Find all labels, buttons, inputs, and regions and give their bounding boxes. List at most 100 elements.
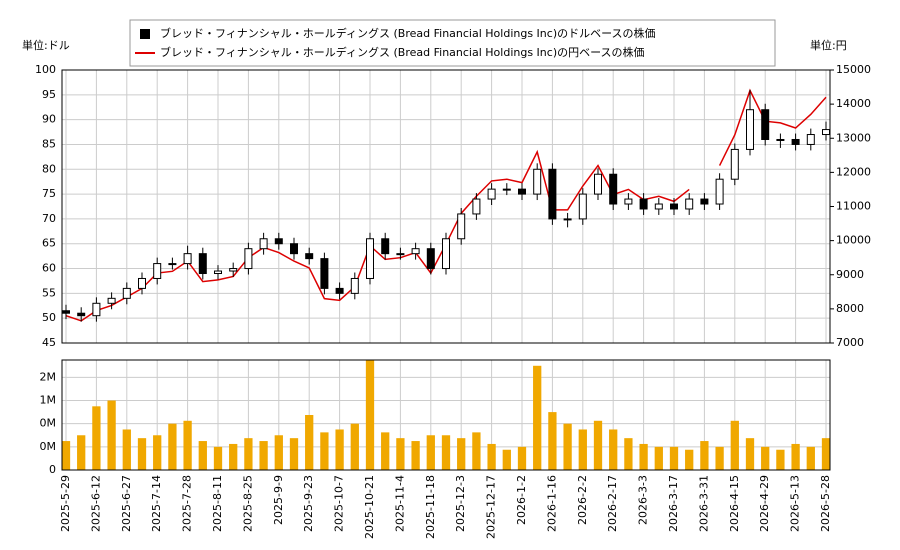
candle-body [700,198,709,205]
candle-body [624,198,633,205]
candle-body [472,198,481,215]
volume-bar [229,443,238,470]
volume-bar [259,441,268,470]
x-tick-label: 2026-2-2 [576,475,589,525]
volume-bar [700,441,709,470]
candle-body [426,248,435,270]
candle-body [259,238,268,250]
volume-bar [685,449,694,470]
y-tick-label: 80 [42,162,56,175]
y-tick-label: 60 [42,262,56,275]
x-tick-label: 2026-1-2 [515,475,528,525]
volume-tick-label: 0M [40,417,57,430]
y-tick-label: 65 [42,237,56,250]
volume-bar [517,446,527,470]
y2-tick-label: 12000 [836,165,871,178]
candle-body [77,312,86,317]
candle-body [168,263,177,266]
candle-body [533,168,542,195]
y2-tick-label: 8000 [836,302,864,315]
candle-body [776,138,785,141]
volume-bar [335,429,344,470]
candle-body [290,243,298,255]
x-tick-label: 2026-4-15 [728,475,741,532]
y2-tick-label: 14000 [836,97,871,110]
volume-bar [61,441,71,470]
volume-bar [730,420,739,470]
volume-tick-label: 1M [40,394,57,407]
yen-line [65,149,690,322]
volume-bar [396,438,405,470]
x-tick-label: 2025-8-25 [241,475,254,532]
x-tick-label: 2025-9-9 [272,475,285,525]
volume-bar [472,432,481,470]
x-tick-label: 2025-10-7 [333,475,346,532]
candle-body [685,198,694,210]
x-tick-label: 2026-3-31 [697,475,710,532]
volume-bar [639,443,648,470]
volume-bar [274,435,283,470]
y-tick-label: 95 [42,88,56,101]
candle-body [198,253,207,275]
candle-body [335,287,344,294]
volume-bar [107,400,116,470]
y-tick-label: 75 [42,187,56,200]
candle-body [214,270,222,275]
x-tick-label: 2025-7-14 [150,475,163,532]
volume-bar [244,438,253,470]
volume-bar [806,446,815,470]
volume-bar [350,423,359,470]
y-tick-label: 90 [42,113,56,126]
y-tick-label: 50 [42,311,56,324]
candle-body [548,168,557,220]
y-tick-label: 100 [35,63,56,76]
volume-bar [761,446,770,470]
volume-bar [776,449,785,470]
candle-body [350,277,359,294]
y-tick-label: 85 [42,137,56,150]
volume-bar [183,420,192,470]
y-tick-label: 45 [42,336,56,349]
volume-frame [61,359,831,471]
y2-tick-label: 9000 [836,268,864,281]
x-tick-label: 2025-6-27 [120,475,133,532]
x-tick-label: 2025-9-23 [302,475,315,532]
candle-body [320,258,329,289]
candle-body [381,238,390,255]
candle-body [730,148,739,180]
volume-bar [365,360,375,470]
y-tick-label: 70 [42,212,56,225]
candle-body [442,238,450,270]
x-tick-label: 2026-4-29 [758,475,771,532]
volume-bar [320,432,329,470]
candle-body [229,268,238,272]
left-unit: 単位:ドル [22,38,70,52]
volume-tick-label: 2M [40,370,57,383]
x-tick-label: 2026-3-3 [637,475,650,525]
volume-bar [289,438,299,470]
x-tick-label: 2026-3-17 [667,475,680,532]
candle-body [578,193,587,220]
candle-body [366,238,374,279]
candle-body [502,188,511,191]
candle-body [563,218,572,221]
volume-bar [669,446,679,470]
candle-body [411,248,420,255]
candle-body [153,263,162,279]
x-tick-label: 2025-11-4 [393,475,406,532]
candle-body [518,188,526,195]
x-tick-label: 2025-5-29 [59,475,72,532]
volume-bar [213,446,223,470]
legend-label: ブレッド・フィナンシャル・ホールディングス (Bread Financial H… [160,45,645,59]
volume-bar [791,443,800,470]
candle-body [183,253,192,265]
yen-line [718,88,827,166]
volume-bar [457,438,466,470]
candle-body [487,188,496,200]
candle-body [62,310,70,314]
candle-body [609,173,618,205]
candle-body [457,213,466,240]
y2-tick-label: 13000 [836,131,871,144]
x-tick-label: 2025-8-11 [211,475,224,532]
